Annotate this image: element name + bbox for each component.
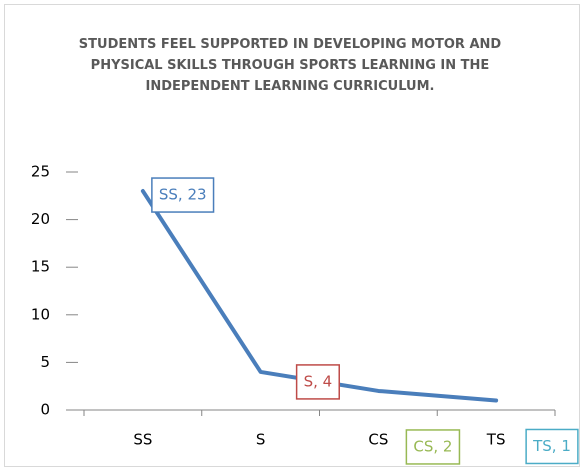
y-tick-label: 5: [40, 353, 50, 371]
data-label: S, 4: [304, 372, 333, 390]
chart-title: STUDENTS FEEL SUPPORTED IN DEVELOPING MO…: [78, 37, 502, 94]
x-tick-label: TS: [486, 431, 506, 449]
x-tick-label: CS: [368, 431, 388, 449]
y-tick-label: 25: [31, 163, 50, 181]
data-label: TS, 1: [532, 437, 571, 455]
data-label: CS, 2: [413, 437, 452, 455]
y-tick-label: 15: [31, 258, 50, 276]
y-tick-label: 0: [40, 401, 50, 419]
data-label-box: [151, 177, 215, 213]
y-tick-label: 20: [31, 210, 50, 228]
x-tick-label: S: [256, 431, 266, 449]
data-label: SS, 23: [159, 186, 207, 204]
y-tick-label: 10: [31, 305, 50, 323]
data-label-box: [405, 429, 461, 465]
data-label-box: [295, 364, 340, 400]
data-label-box: [525, 428, 579, 465]
x-tick-label: SS: [133, 431, 152, 449]
chart-border: [4, 4, 580, 467]
